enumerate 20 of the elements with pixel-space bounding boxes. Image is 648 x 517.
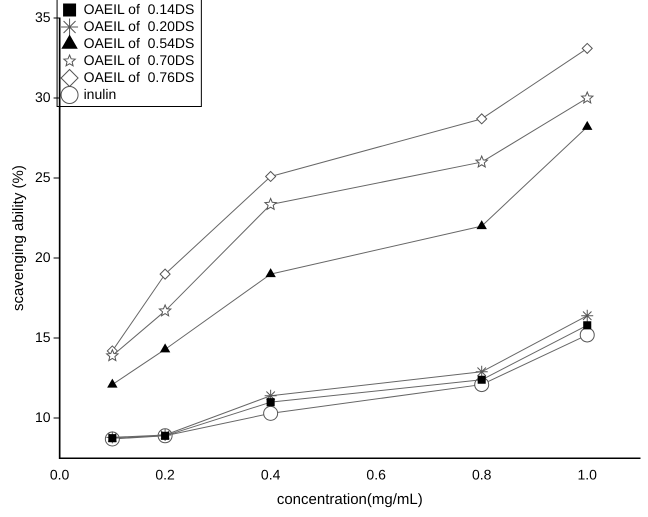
x-tick-label: 0.0 [50, 466, 70, 482]
y-tick-label: 20 [34, 248, 51, 265]
legend-label: inulin [84, 86, 116, 102]
y-axis-title: scavenging ability (%) [10, 165, 28, 312]
legend-label: OAEIL of 0.76DS [84, 68, 194, 85]
legend-label: OAEIL of 0.54DS [84, 34, 194, 51]
y-tick-label: 30 [34, 88, 51, 105]
x-tick-label: 0.6 [366, 466, 386, 482]
y-tick-label: 25 [34, 168, 51, 185]
legend-label: OAEIL of 0.14DS [84, 0, 194, 17]
y-tick-label: 10 [34, 409, 51, 426]
legend-label: OAEIL of 0.70DS [84, 52, 194, 68]
legend-label: OAEIL of 0.20DS [84, 18, 194, 34]
x-axis-title: concentration(mg/mL) [276, 491, 423, 508]
x-tick-label: 0.2 [155, 466, 176, 482]
y-tick-label: 15 [34, 329, 51, 346]
x-tick-label: 1.0 [578, 466, 598, 482]
y-tick-label: 35 [34, 8, 51, 25]
x-tick-label: 0.4 [260, 466, 281, 482]
x-tick-label: 0.8 [472, 466, 492, 482]
